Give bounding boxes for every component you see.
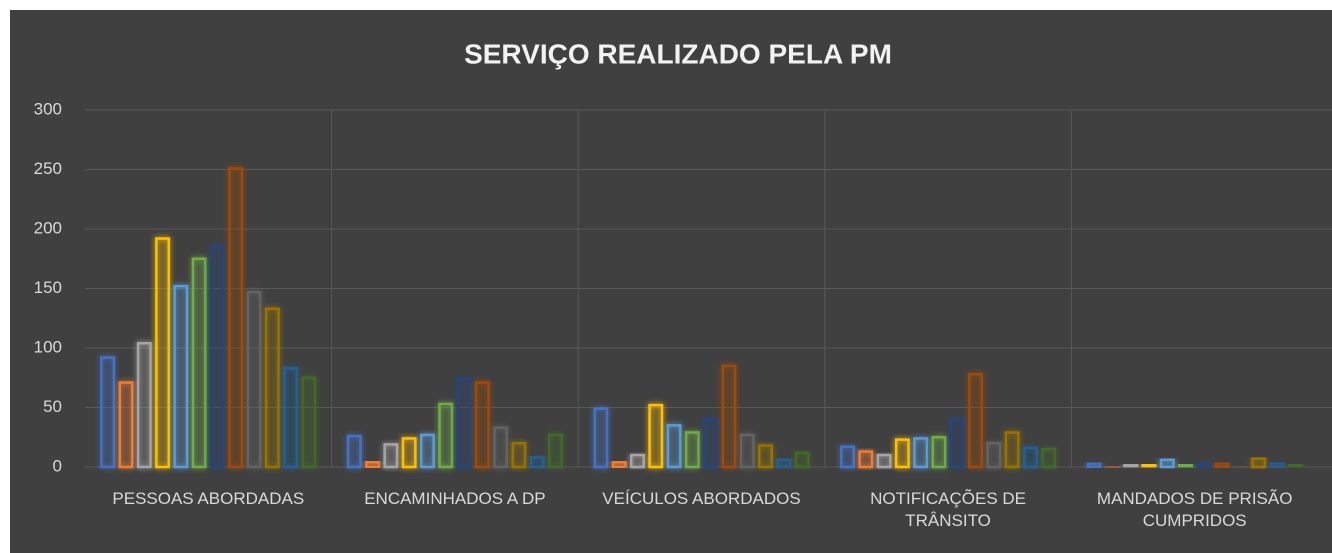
bar [840, 445, 855, 469]
bar [456, 377, 472, 469]
bar [118, 381, 134, 469]
bar [630, 453, 645, 469]
bar [136, 341, 152, 469]
x-tick-label: NOTIFICAÇÕES DE TRÂNSITO [870, 489, 1027, 530]
bar [968, 372, 984, 469]
bar [876, 453, 892, 469]
background [10, 10, 1332, 553]
bar [419, 433, 435, 469]
bar [986, 441, 1002, 469]
bar [684, 431, 700, 469]
bar [611, 460, 627, 469]
bar [593, 407, 609, 469]
bar [703, 418, 719, 469]
bar [365, 460, 381, 469]
bar [739, 433, 755, 469]
bar [794, 451, 810, 469]
bar [529, 456, 545, 469]
bar [1159, 458, 1175, 469]
bar [191, 257, 207, 469]
x-tick-label: VEÍCULOS ABORDADOS [602, 489, 801, 508]
bar [474, 381, 490, 469]
bar [931, 436, 947, 469]
bar [264, 307, 280, 469]
bar [383, 443, 399, 469]
bar [1004, 431, 1020, 469]
bar [894, 438, 910, 469]
bar [301, 376, 317, 469]
bar [209, 245, 225, 469]
bar [1287, 463, 1303, 469]
x-tick-label: MANDADOS DE PRISÃO CUMPRIDOS [1096, 489, 1293, 530]
y-tick-label: 100 [34, 337, 62, 356]
bar [1086, 462, 1102, 469]
y-tick-label: 300 [34, 99, 62, 118]
bar [155, 237, 171, 469]
bar [283, 366, 299, 469]
bar [776, 458, 792, 469]
x-tick-label: PESSOAS ABORDADAS [112, 489, 305, 508]
bar [666, 424, 682, 469]
bar [100, 356, 116, 469]
bar [858, 450, 874, 469]
bar [1251, 457, 1267, 469]
bar [1178, 463, 1194, 469]
bar [548, 433, 563, 469]
bar [1141, 463, 1157, 469]
bar [511, 441, 527, 469]
x-tick-label: ENCAMINHADOS A DP [364, 489, 546, 508]
bar [346, 434, 362, 469]
bar [1214, 462, 1230, 469]
bar [1196, 462, 1212, 469]
bar [246, 290, 262, 469]
bar [1022, 446, 1038, 469]
y-tick-label: 50 [43, 397, 62, 416]
bar [438, 402, 454, 469]
bar [1123, 463, 1139, 469]
chart-title: SERVIÇO REALIZADO PELA PM [464, 38, 892, 69]
bar [1041, 447, 1057, 469]
bar [721, 364, 737, 469]
bar [401, 437, 417, 469]
bar [949, 418, 965, 469]
y-tick-label: 200 [34, 218, 62, 237]
bar [758, 444, 773, 469]
bar [648, 403, 664, 469]
bar [1269, 462, 1285, 469]
bar [913, 437, 929, 469]
bar [173, 284, 189, 469]
y-tick-label: 150 [34, 278, 62, 297]
bar [493, 426, 509, 469]
y-tick-label: 0 [53, 456, 62, 475]
y-tick-label: 250 [34, 159, 62, 178]
bar [228, 167, 244, 469]
